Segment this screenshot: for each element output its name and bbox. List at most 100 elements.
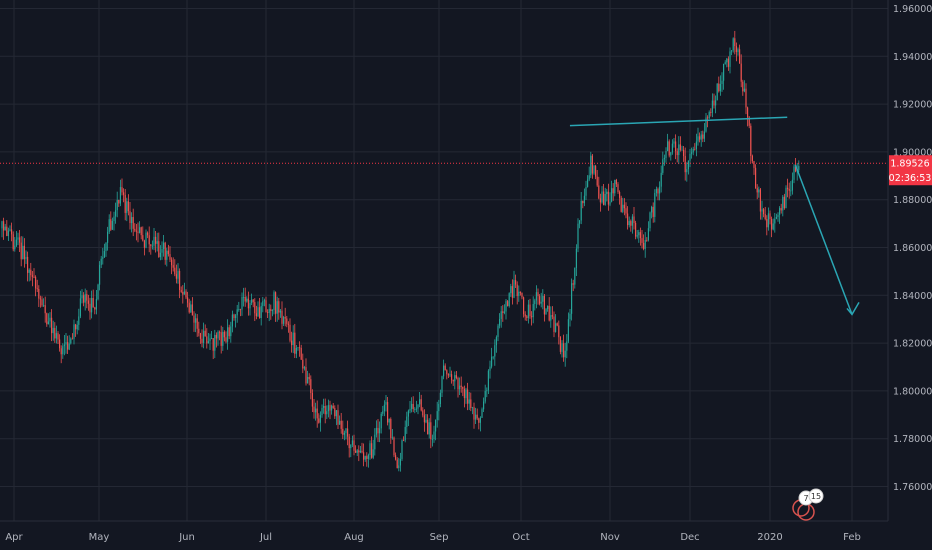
candle-body	[399, 458, 401, 466]
candle-body	[335, 410, 337, 417]
event-badges[interactable]: 7 15	[792, 488, 824, 521]
candle-body	[614, 179, 616, 194]
candle-body	[55, 333, 57, 339]
candle-body	[315, 408, 317, 413]
candle-body	[627, 213, 629, 226]
candle-body	[395, 455, 397, 460]
candle-body	[727, 58, 729, 67]
candle-body	[95, 299, 97, 310]
candle-body	[676, 151, 678, 156]
candle-body	[617, 184, 619, 192]
neckline-trendline[interactable]	[569, 116, 788, 127]
candle-body	[3, 221, 5, 231]
candle-body	[718, 83, 720, 92]
time-axis-labels[interactable]: Apr May Jun Jul Aug Sep Oct Nov Dec 2020 Feb	[5, 532, 861, 543]
candle-body	[403, 440, 405, 442]
candle-body	[473, 407, 475, 420]
candle-body	[86, 294, 88, 301]
candle-body	[798, 166, 800, 170]
projection-arrow-head[interactable]	[846, 302, 860, 316]
candle-body	[713, 100, 715, 106]
candle-body	[470, 399, 472, 408]
drawing-annotations[interactable]	[569, 116, 860, 316]
candle-body	[132, 217, 134, 229]
candle-body	[313, 406, 315, 413]
candle-body	[377, 427, 379, 434]
candle-body	[753, 161, 755, 168]
candle-body	[681, 149, 683, 151]
candle-body	[435, 419, 437, 432]
candle-body	[499, 318, 501, 326]
candle-body	[457, 377, 459, 390]
candle-body	[553, 316, 555, 332]
candle-body	[647, 228, 649, 241]
candle-body	[398, 465, 400, 469]
candle-body	[65, 342, 67, 345]
candle-body	[276, 301, 278, 314]
candle-body	[393, 437, 395, 456]
candle-body	[780, 208, 782, 211]
candle-body	[732, 38, 734, 51]
candle-body	[422, 410, 424, 416]
candle-body	[654, 193, 656, 217]
candle-body	[700, 134, 702, 140]
candle-body	[252, 299, 254, 303]
candle-body	[542, 295, 544, 302]
candle-body	[705, 117, 707, 132]
candle-body	[788, 188, 790, 191]
candle-body	[115, 210, 117, 217]
candlestick-series	[1, 30, 800, 472]
candle-body	[228, 327, 230, 337]
candle-body	[382, 411, 384, 414]
candle-body	[529, 304, 531, 317]
candle-body	[231, 314, 233, 327]
price-axis-labels[interactable]: 1.96000 1.94000 1.92000 1.90000 1.88000 1.860…	[893, 4, 932, 493]
candle-body	[622, 204, 624, 212]
candle-body	[323, 405, 325, 408]
candle-body	[761, 209, 763, 212]
candle-body	[11, 229, 13, 235]
candle-body	[331, 405, 333, 411]
candle-body	[673, 141, 675, 144]
candle-body	[708, 112, 710, 119]
candle-body	[121, 187, 123, 193]
candle-body	[319, 415, 321, 423]
candle-body	[748, 117, 750, 126]
candle-body	[35, 276, 37, 289]
candle-body	[476, 414, 478, 419]
candle-body	[100, 258, 102, 265]
candle-body	[332, 405, 334, 409]
candle-body	[606, 191, 608, 194]
candle-body	[451, 374, 453, 380]
candle-body	[334, 408, 336, 417]
event-badge-right[interactable]	[808, 488, 824, 504]
candle-body	[371, 443, 373, 458]
candle-body	[191, 304, 193, 316]
candle-body	[92, 298, 94, 308]
candle-body	[566, 341, 568, 351]
candle-body	[534, 300, 536, 305]
candle-body	[83, 295, 85, 303]
candle-body	[438, 404, 440, 412]
candle-body	[502, 311, 504, 313]
candle-body	[758, 189, 760, 193]
candle-body	[745, 88, 747, 108]
candle-body	[380, 413, 382, 429]
projection-arrow-line[interactable]	[794, 164, 853, 315]
candle-body	[463, 388, 465, 399]
candle-body	[486, 390, 488, 392]
candle-body	[695, 141, 697, 149]
candle-body	[175, 274, 177, 279]
candle-body	[595, 165, 597, 177]
candle-body	[310, 379, 312, 394]
candle-body	[702, 134, 704, 139]
candle-body	[219, 331, 221, 333]
candle-body	[23, 245, 25, 260]
candle-body	[699, 136, 701, 140]
candle-body	[180, 290, 182, 292]
candle-body	[599, 198, 601, 203]
candle-body	[551, 315, 553, 317]
candle-body	[89, 303, 91, 313]
candle-body	[507, 301, 509, 307]
